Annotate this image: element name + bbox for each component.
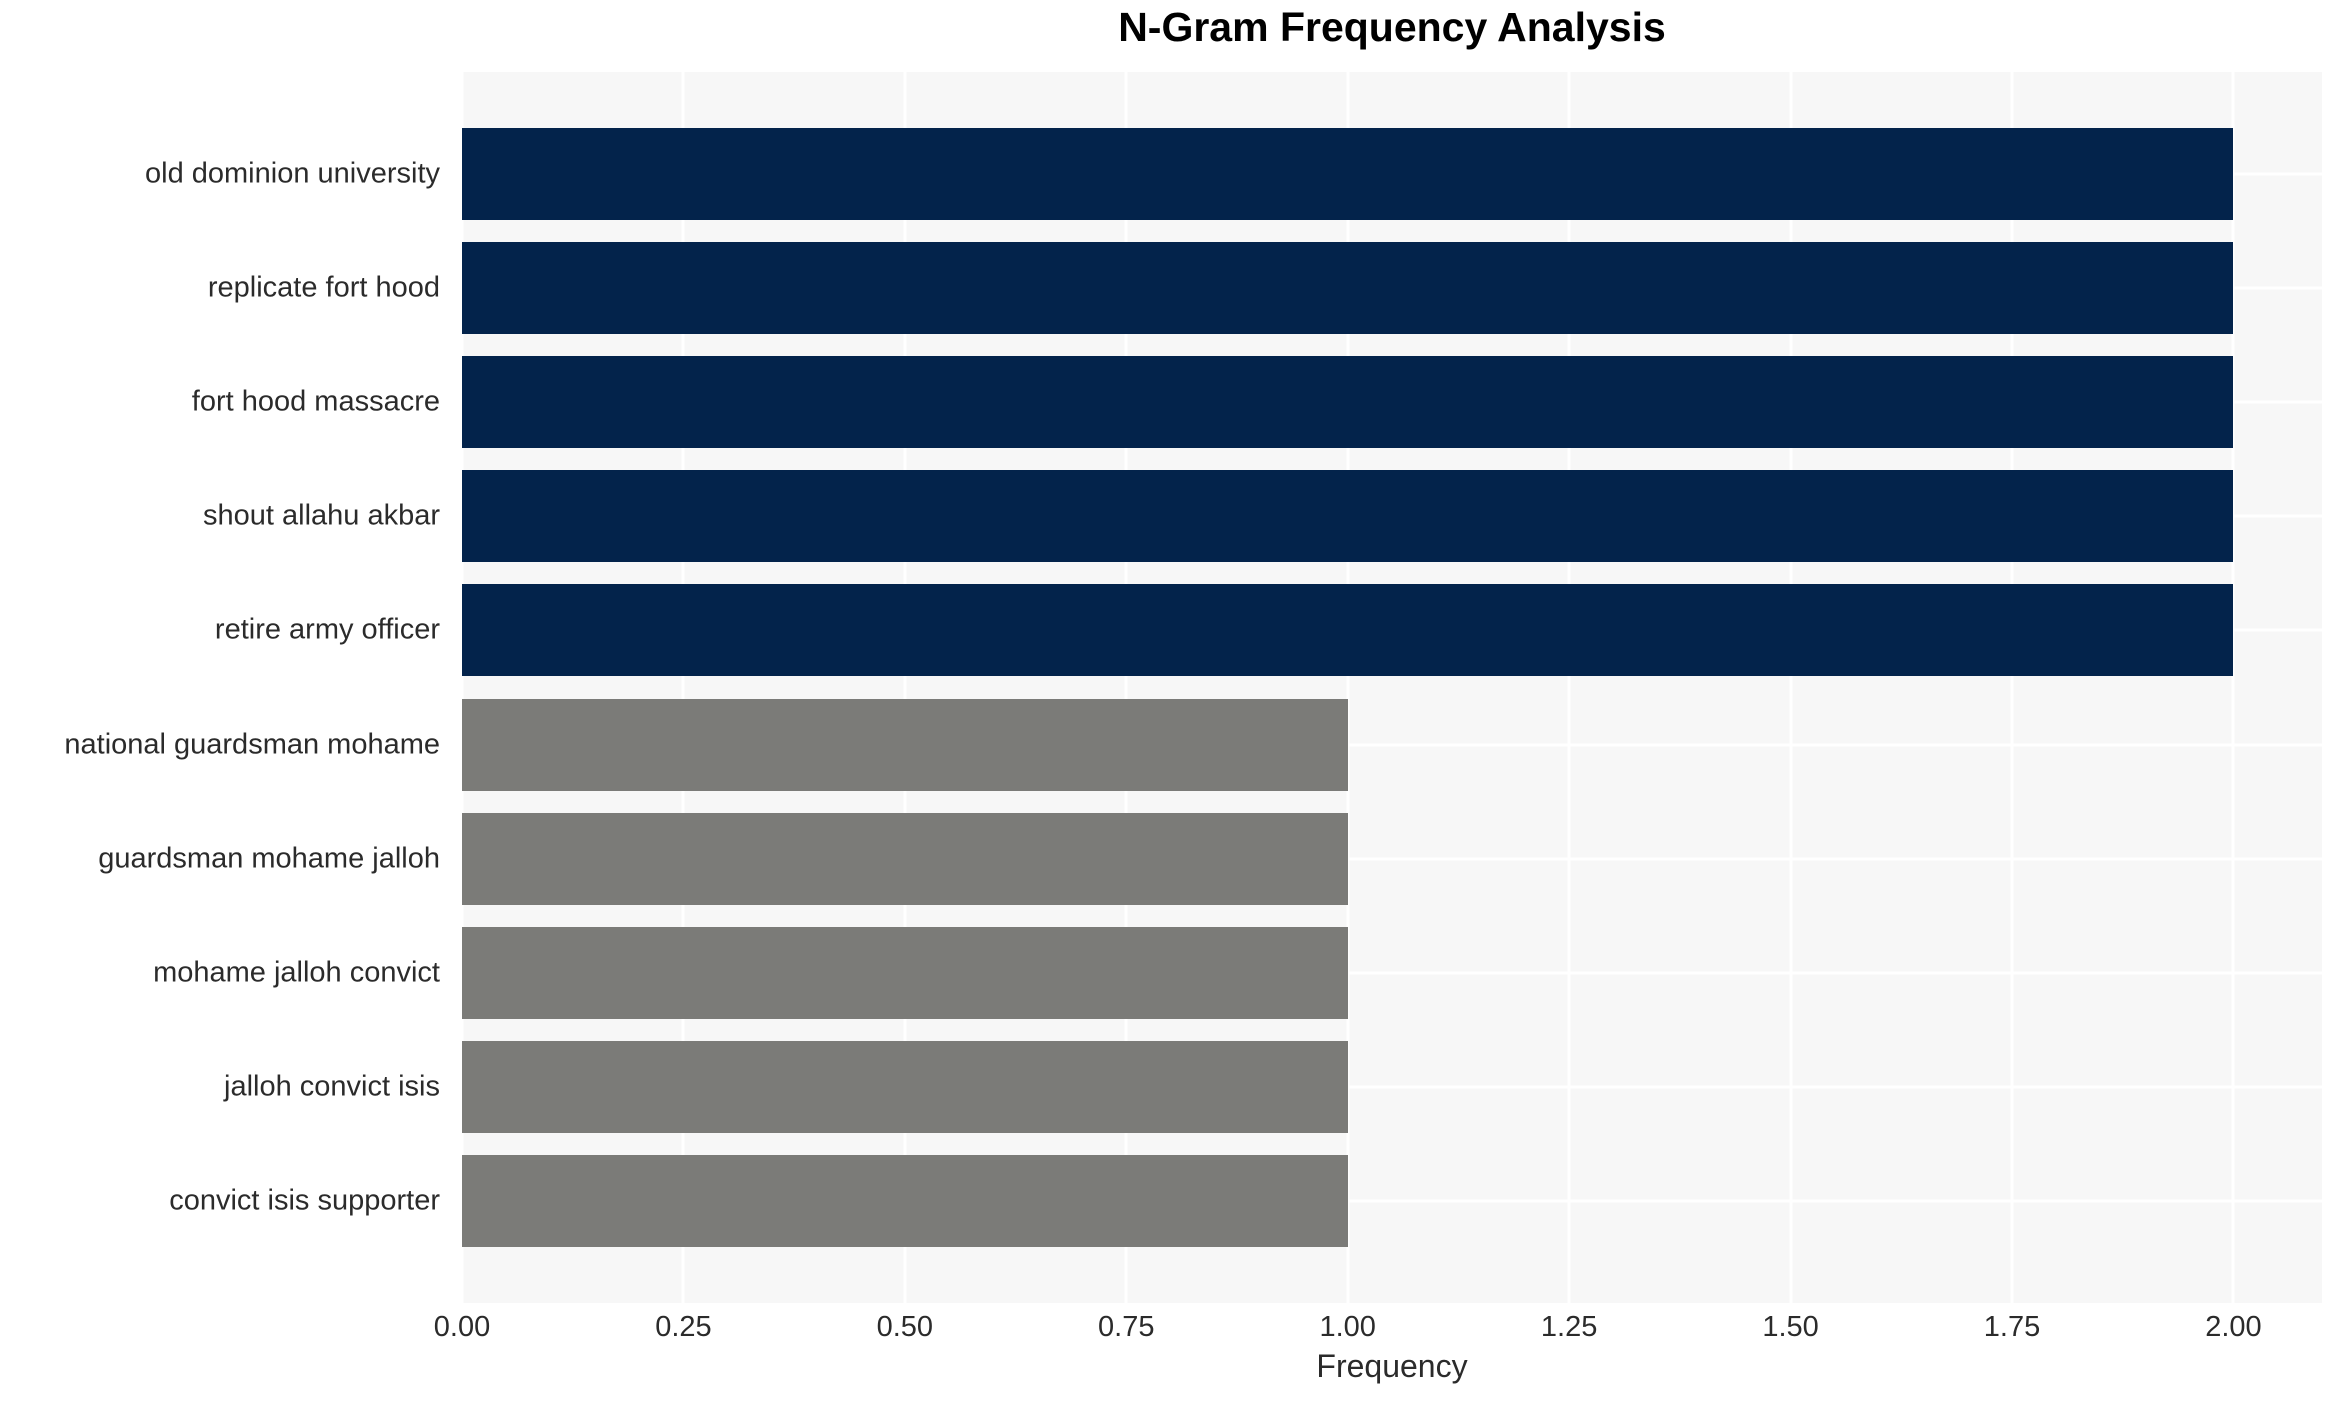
y-axis-label: fort hood massacre <box>191 385 440 418</box>
y-axis-label: replicate fort hood <box>207 271 440 304</box>
x-tick-label: 0.25 <box>655 1311 712 1343</box>
x-tick-label: 0.75 <box>1098 1311 1155 1343</box>
vertical-gridline <box>903 72 907 1303</box>
vertical-gridline <box>1346 72 1350 1303</box>
bar <box>462 1155 1348 1247</box>
vertical-gridline <box>1567 72 1571 1303</box>
y-axis-label: jalloh convict isis <box>224 1070 440 1103</box>
x-tick-label: 1.25 <box>1540 1311 1598 1343</box>
y-axis-label: shout allahu akbar <box>203 499 440 532</box>
y-axis-label: guardsman mohame jalloh <box>98 842 440 875</box>
bar <box>462 242 2234 335</box>
bar <box>462 128 2234 220</box>
x-tick-label: 1.00 <box>1319 1311 1376 1343</box>
x-tick-label: 1.50 <box>1762 1311 1819 1343</box>
vertical-gridline <box>460 72 464 1303</box>
x-tick-label: 0.50 <box>876 1311 934 1343</box>
bar <box>462 698 1348 791</box>
bar <box>462 584 2234 677</box>
bar <box>462 1040 1348 1133</box>
x-tick-label: 1.75 <box>1983 1311 2041 1343</box>
x-tick-label: 0.00 <box>433 1311 491 1343</box>
y-axis-label: convict isis supporter <box>169 1184 440 1217</box>
vertical-gridline <box>1789 72 1793 1303</box>
y-axis-label: mohame jalloh convict <box>153 956 440 989</box>
bar <box>462 470 2234 563</box>
bar <box>462 812 1348 905</box>
x-tick-label: 2.00 <box>2205 1311 2262 1343</box>
vertical-gridline <box>1124 72 1128 1303</box>
chart-title: N-Gram Frequency Analysis <box>1118 4 1666 50</box>
y-axis-label: old dominion university <box>145 157 440 190</box>
bar <box>462 356 2234 449</box>
vertical-gridline <box>681 72 685 1303</box>
vertical-gridline <box>2231 72 2235 1303</box>
horizontal-gridline <box>462 1085 2322 1089</box>
bar <box>462 926 1348 1019</box>
horizontal-gridline <box>462 743 2322 747</box>
plot-area <box>460 72 2322 1303</box>
x-axis-title: Frequency <box>1316 1348 1468 1384</box>
y-axis-label: national guardsman mohame <box>64 728 440 761</box>
vertical-gridline <box>2010 72 2014 1303</box>
horizontal-gridline <box>462 857 2322 861</box>
horizontal-gridline <box>462 1199 2322 1203</box>
y-axis-label: retire army officer <box>214 613 440 646</box>
horizontal-gridline <box>462 971 2322 975</box>
